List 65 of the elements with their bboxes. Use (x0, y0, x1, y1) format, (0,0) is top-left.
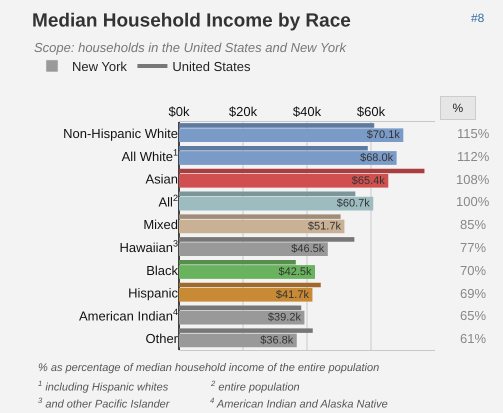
y-tick-label: American Indian$^{4}$ (78, 306, 178, 324)
text: 115% (457, 126, 490, 141)
bar (179, 288, 312, 302)
text: 77% (460, 240, 486, 255)
bar (179, 174, 388, 188)
bar (179, 128, 404, 142)
x-tick-label: $20k (228, 104, 258, 119)
text: 112% (457, 149, 490, 164)
data-label: $68.0k (360, 152, 394, 164)
text: #8 (471, 11, 485, 25)
bar (179, 146, 368, 150)
y-tick-label: Other (145, 331, 179, 346)
bar (179, 310, 304, 324)
data-label: $65.4k (352, 174, 386, 187)
bar (179, 260, 296, 264)
text: 69% (460, 286, 486, 301)
data-label: $41.7k (276, 288, 310, 301)
data-label: $36.8k (260, 334, 294, 346)
x-tick-label: $60k (356, 104, 386, 119)
legend-label: New York (72, 59, 128, 74)
y-tick-label: Asian (145, 172, 178, 187)
text: 65% (460, 308, 486, 323)
bar (179, 237, 354, 242)
y-tick-label: Black (146, 262, 178, 278)
text: 61% (460, 331, 486, 346)
y-tick-label: Hawaiian$^{3}$ (119, 238, 178, 255)
text: $^{1}$ including Hispanic whites (38, 379, 169, 394)
bar (179, 151, 397, 165)
y-tick-label: Hispanic (128, 286, 178, 301)
bar (179, 196, 374, 210)
bar (179, 328, 313, 333)
bar (179, 265, 315, 279)
y-tick-label: All White$^{1}$ (122, 147, 178, 164)
text: % (452, 101, 464, 115)
bar (179, 220, 344, 234)
bar (179, 192, 356, 196)
chart-title: Median Household Income by Race (32, 10, 351, 32)
chart-subtitle: Scope: households in the United States and New York (34, 40, 348, 55)
x-tick-label: $0k (168, 104, 190, 119)
y-tick-label: Non-Hispanic White (63, 126, 178, 141)
bar (179, 123, 374, 128)
data-label: $60.7k (336, 198, 370, 210)
text: $^{3}$ and other Pacific Islander (38, 396, 171, 411)
text: 108% (456, 172, 490, 187)
text: $^{2}$ entire population (210, 379, 300, 394)
bar (179, 214, 341, 219)
x-tick-label: $40k (292, 104, 322, 119)
text: 100% (456, 194, 490, 209)
data-label: $46.5k (291, 243, 325, 256)
text: 85% (460, 217, 486, 232)
y-tick-label: Mixed (143, 217, 178, 232)
bar (179, 242, 328, 256)
data-label: $42.5k (278, 266, 312, 278)
data-label: $70.1k (366, 129, 400, 142)
text: 70% (460, 263, 486, 278)
bar (179, 334, 297, 348)
legend-label: United States (172, 59, 251, 74)
text: % as percentage of median household income of the entire population (38, 362, 380, 374)
data-label: $39.2k (268, 312, 302, 324)
text: $^{4}$ American Indian and Alaska Native (210, 396, 388, 411)
data-label: $51.7k (308, 220, 342, 232)
y-tick-label: All$^{2}$ (158, 192, 178, 210)
bar (179, 168, 424, 174)
bar (179, 306, 302, 310)
bar (179, 282, 321, 288)
